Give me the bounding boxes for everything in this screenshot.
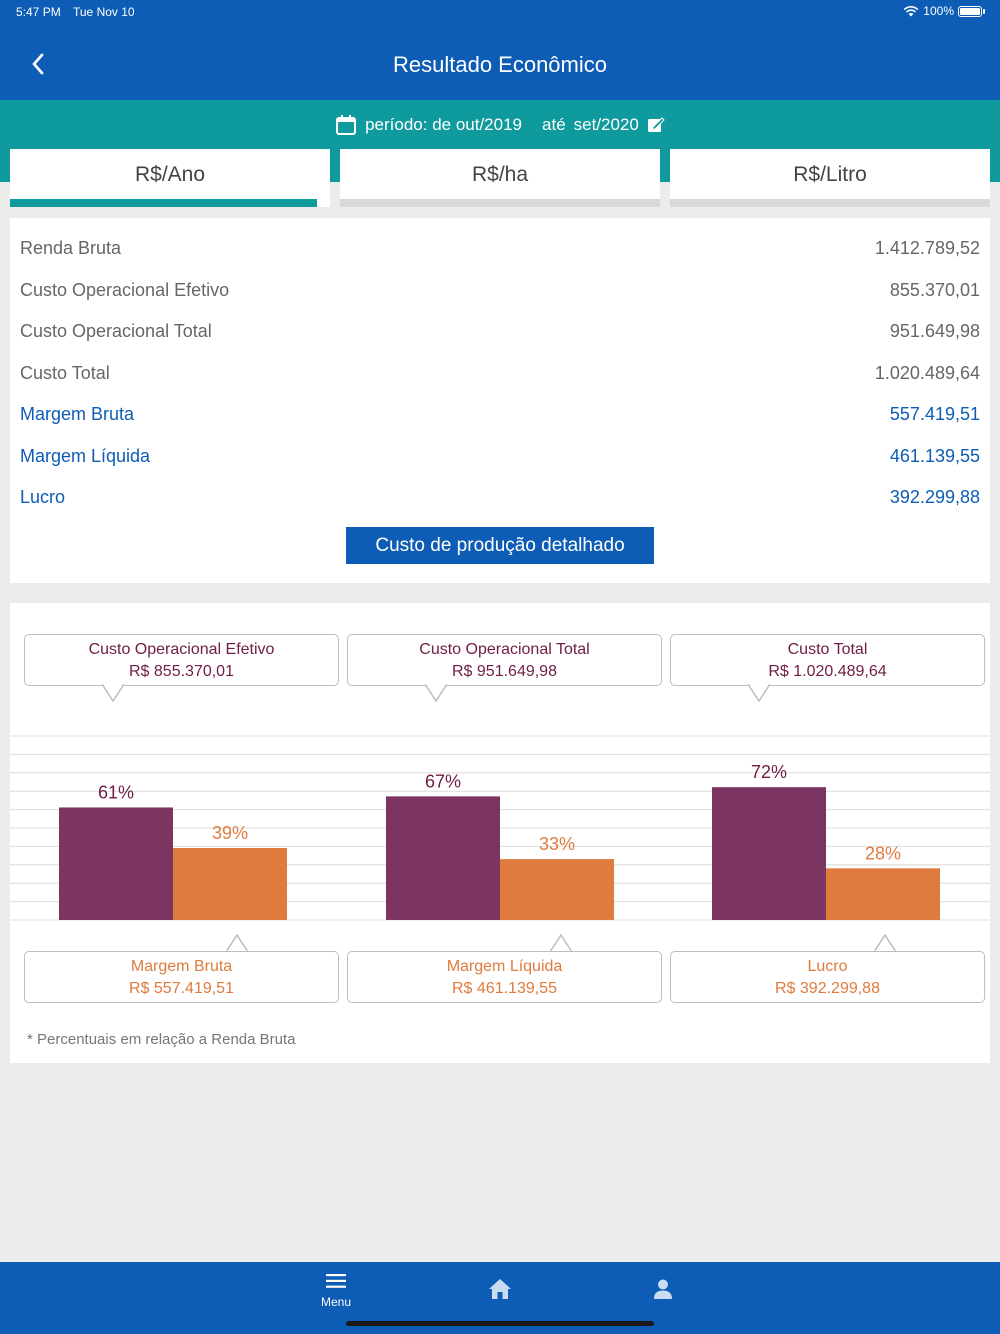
status-time: 5:47 PM [16, 5, 61, 19]
wifi-icon [903, 5, 919, 17]
margin-callout-label: Margem Bruta [130, 958, 233, 975]
detailed-cost-button[interactable]: Custo de produção detalhado [346, 527, 654, 564]
cost-pct-label: 72% [751, 762, 787, 782]
cost-callout-value: R$ 855.370,01 [129, 663, 234, 680]
margin-callout-label: Lucro [807, 958, 848, 975]
margin-callout: Margem Bruta R$ 557.419,51 [24, 951, 339, 1003]
callout-pointer [550, 934, 572, 952]
cost-bar [59, 807, 173, 920]
margin-bar [500, 859, 614, 920]
back-button[interactable] [22, 48, 54, 80]
summary-row: Renda Bruta 1.412.789,52 [20, 233, 980, 263]
callout-pointer [748, 684, 770, 702]
row-value: 392.299,88 [889, 486, 980, 507]
callout-pointer [425, 684, 447, 702]
cost-callout-value: R$ 951.649,98 [452, 663, 557, 680]
tab-label: R$/Litro [793, 163, 867, 186]
row-value: 855.370,01 [889, 279, 980, 300]
summary-row: Margem Líquida 461.139,55 [20, 441, 980, 471]
margin-callout: Lucro R$ 392.299,88 [670, 951, 985, 1003]
chart-card: Custo Operacional Efetivo R$ 855.370,01 … [10, 603, 990, 1063]
row-value: 951.649,98 [889, 320, 980, 341]
summary-card: Renda Bruta 1.412.789,52 Custo Operacion… [10, 218, 990, 583]
margin-callout-label: Margem Líquida [446, 958, 563, 975]
nav-profile[interactable] [633, 1278, 693, 1305]
summary-row: Custo Total 1.020.489,64 [20, 358, 980, 388]
nav-home[interactable] [470, 1278, 530, 1305]
callout-pointer [102, 684, 124, 702]
tab-indicator [340, 199, 660, 207]
tab-rs-litro[interactable]: R$/Litro [670, 149, 990, 207]
row-value: 1.020.489,64 [874, 362, 980, 383]
tab-indicator [670, 199, 990, 207]
callout-pointer [226, 934, 248, 952]
edit-icon[interactable] [647, 116, 665, 134]
chevron-left-icon [32, 53, 44, 75]
row-label: Custo Operacional Total [20, 320, 212, 341]
menu-icon [326, 1274, 346, 1288]
tab-indicator [10, 199, 317, 207]
margin-callout-value: R$ 557.419,51 [129, 980, 234, 997]
home-icon [489, 1279, 511, 1299]
row-value: 461.139,55 [889, 445, 980, 466]
row-label: Margem Líquida [20, 445, 151, 466]
home-indicator [346, 1321, 654, 1326]
cost-bar [712, 787, 826, 920]
summary-row: Lucro 392.299,88 [20, 482, 980, 512]
cost-callout: Custo Operacional Total R$ 951.649,98 [347, 634, 662, 686]
period-start: período: de out/2019 [365, 115, 523, 134]
period-selector[interactable]: período: de out/2019 até set/2020 [0, 114, 1000, 136]
status-date: Tue Nov 10 [73, 5, 135, 19]
margin-pct-label: 28% [865, 843, 901, 863]
margin-callout-value: R$ 392.299,88 [775, 980, 880, 997]
user-icon [654, 1279, 672, 1299]
unit-tabs: R$/Ano R$/ha R$/Litro [10, 149, 990, 207]
cost-callout-label: Custo Operacional Efetivo [88, 641, 275, 658]
cost-callout-label: Custo Total [787, 641, 868, 658]
margin-callout-value: R$ 461.139,55 [452, 980, 557, 997]
row-value: 557.419,51 [889, 403, 980, 424]
app-header: 5:47 PM Tue Nov 10 100% Resultado Econôm… [0, 0, 1000, 100]
margin-bar [826, 868, 940, 920]
battery-icon [958, 5, 985, 17]
status-indicators: 100% [903, 4, 985, 18]
cost-callout: Custo Operacional Efetivo R$ 855.370,01 [24, 634, 339, 686]
tab-label: R$/ha [471, 163, 529, 186]
summary-row: Margem Bruta 557.419,51 [20, 399, 980, 429]
row-label: Lucro [20, 486, 66, 507]
cost-pct-label: 61% [98, 782, 134, 802]
row-value: 1.412.789,52 [874, 237, 980, 258]
cost-callout: Custo Total R$ 1.020.489,64 [670, 634, 985, 686]
chart-footnote: * Percentuais em relação a Renda Bruta [27, 1031, 296, 1048]
callout-pointer [874, 934, 896, 952]
margin-callout: Margem Líquida R$ 461.139,55 [347, 951, 662, 1003]
page-title: Resultado Econômico [392, 52, 607, 77]
cost-callout-label: Custo Operacional Total [419, 641, 590, 658]
nav-menu[interactable]: Menu [306, 1274, 366, 1309]
margin-bar [173, 848, 287, 920]
summary-row: Custo Operacional Efetivo 855.370,01 [20, 275, 980, 305]
row-label: Custo Operacional Efetivo [20, 279, 230, 300]
tab-rs-ha[interactable]: R$/ha [340, 149, 660, 207]
bottom-nav: Menu [0, 1262, 1000, 1334]
period-until: até [542, 115, 566, 134]
cost-bar [386, 796, 500, 920]
margin-pct-label: 33% [539, 834, 575, 854]
margin-pct-label: 39% [212, 823, 248, 843]
tab-rs-ano[interactable]: R$/Ano [10, 149, 330, 207]
period-end: set/2020 [573, 115, 639, 134]
tab-label: R$/Ano [134, 163, 206, 186]
row-label: Custo Total [20, 362, 110, 383]
cost-callout-value: R$ 1.020.489,64 [768, 663, 887, 680]
calendar-icon [336, 115, 357, 135]
row-label: Renda Bruta [20, 237, 122, 258]
summary-row: Custo Operacional Total 951.649,98 [20, 316, 980, 346]
row-label: Margem Bruta [20, 403, 135, 424]
nav-menu-label: Menu [320, 1295, 352, 1309]
battery-percent: 100% [923, 4, 954, 18]
cost-pct-label: 67% [425, 771, 461, 791]
bar-chart: 61% 39% 67% 33% 72% 28% [10, 735, 990, 921]
